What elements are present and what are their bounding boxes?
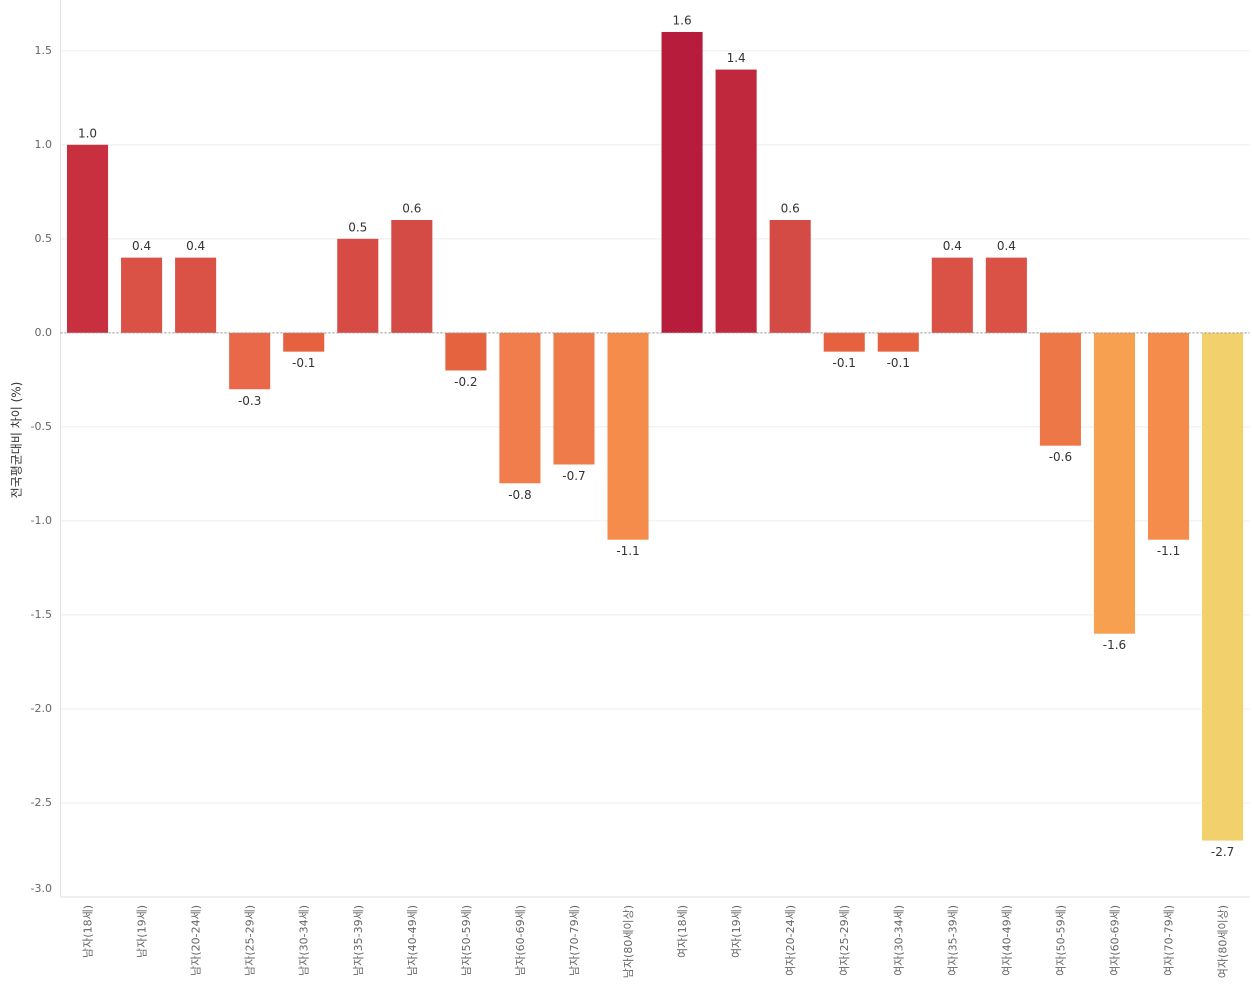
y-tick-label: -2.5	[31, 796, 52, 809]
value-label: -0.2	[454, 375, 477, 389]
x-tick-label: 여자(70-79세)	[1163, 905, 1176, 976]
value-label: -2.7	[1211, 845, 1234, 859]
value-label: 0.4	[943, 239, 962, 253]
value-label: 0.6	[781, 202, 800, 216]
value-label: 0.6	[402, 202, 421, 216]
bar	[229, 332, 271, 390]
bar	[337, 238, 379, 333]
y-tick-label: -1.5	[31, 608, 52, 621]
value-label: 1.4	[727, 51, 746, 65]
x-tick-label: 남자(30-34세)	[298, 905, 311, 976]
bar	[175, 257, 217, 333]
x-tick-label: 여자(25-29세)	[838, 905, 851, 976]
x-tick-label: 여자(30-34세)	[892, 905, 905, 976]
value-label: 0.5	[348, 220, 367, 234]
bar	[499, 332, 541, 484]
x-tick-label: 여자(18세)	[676, 905, 689, 958]
x-tick-label: 여자(19세)	[730, 905, 743, 958]
value-label: -1.1	[1157, 544, 1180, 558]
x-tick-label: 남자(40-49세)	[406, 905, 419, 976]
bar	[769, 220, 811, 333]
value-label: -0.1	[833, 356, 856, 370]
value-label: -0.3	[238, 394, 261, 408]
bar	[66, 144, 109, 333]
value-label: -0.6	[1049, 450, 1072, 464]
y-tick-label: 1.0	[35, 138, 53, 151]
bar	[715, 69, 757, 333]
value-label: -0.7	[562, 469, 585, 483]
x-tick-label: 여자(60-69세)	[1108, 905, 1121, 976]
x-tick-label: 남자(35-39세)	[352, 905, 365, 976]
x-tick-label: 남자(60-69세)	[514, 905, 527, 976]
y-tick-label: 0.0	[35, 326, 53, 339]
x-tick-label: 여자(20-24세)	[784, 905, 797, 976]
y-tick-label: -1.0	[31, 514, 52, 527]
bar	[1202, 332, 1244, 841]
bar	[661, 31, 703, 333]
bar	[1039, 332, 1081, 446]
y-tick-label: 1.5	[35, 44, 53, 57]
y-axis-label: 전국평균대비 차이 (%)	[10, 382, 24, 499]
value-label: -0.1	[292, 356, 315, 370]
x-tick-label: 남자(20-24세)	[190, 905, 203, 976]
bar	[985, 257, 1027, 333]
y-tick-label: -2.0	[31, 702, 52, 715]
bar	[445, 332, 487, 371]
bar	[391, 220, 433, 333]
value-label: -1.1	[616, 544, 639, 558]
value-label: -1.6	[1103, 638, 1126, 652]
value-label: 0.4	[186, 239, 205, 253]
x-tick-label: 남자(80세이상)	[622, 905, 635, 978]
bar	[283, 332, 325, 352]
value-label: 1.0	[78, 126, 97, 140]
value-label: 1.6	[673, 13, 692, 27]
value-label: 0.4	[132, 239, 151, 253]
bar	[877, 332, 919, 352]
y-tick-label: -3.0	[31, 882, 52, 895]
y-tick-label: 0.5	[35, 232, 53, 245]
value-label: -0.8	[508, 488, 531, 502]
bar	[553, 332, 595, 465]
value-label: 0.4	[997, 239, 1016, 253]
value-label: -0.1	[887, 356, 910, 370]
bar	[1093, 332, 1136, 634]
x-tick-label: 여자(40-49세)	[1000, 905, 1013, 976]
y-tick-label: -0.5	[31, 420, 52, 433]
x-tick-label: 남자(70-79세)	[568, 905, 581, 976]
x-tick-label: 여자(50-59세)	[1054, 905, 1067, 976]
bar	[823, 332, 865, 352]
bar	[607, 332, 649, 540]
x-tick-label: 여자(80세이상)	[1217, 905, 1230, 978]
x-tick-label: 남자(50-59세)	[460, 905, 473, 976]
x-tick-label: 남자(25-29세)	[244, 905, 257, 976]
bar	[121, 257, 163, 333]
bar	[1147, 332, 1190, 540]
x-tick-label: 여자(35-39세)	[946, 905, 959, 976]
x-tick-label: 남자(19세)	[136, 905, 149, 958]
bar	[931, 257, 973, 333]
x-tick-label: 남자(18세)	[82, 905, 95, 958]
